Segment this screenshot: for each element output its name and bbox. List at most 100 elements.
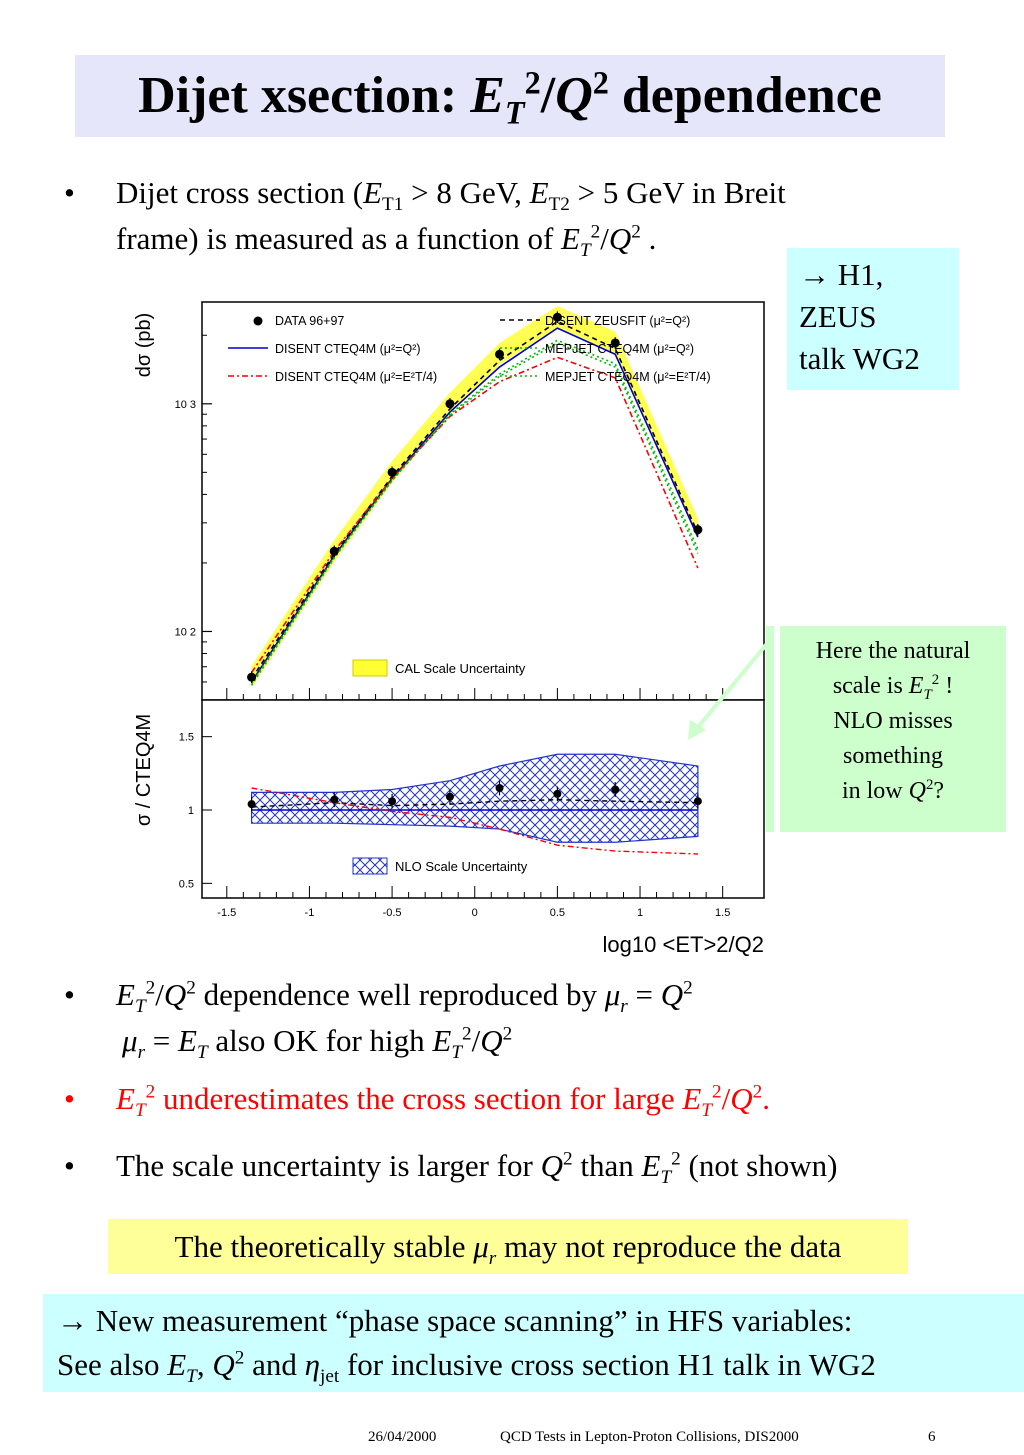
lower-ylabel: σ / CTEQ4M: [133, 714, 155, 826]
b2-text: dependence well reproduced by: [195, 977, 605, 1012]
lower-xtick-label: 0.5: [550, 907, 565, 919]
b4-b: than: [572, 1148, 642, 1183]
nlo-band-swatch: [352, 857, 388, 875]
b2-l2-q: Q: [480, 1023, 503, 1058]
legend-label: DISENT ZEUSFIT (μ²=Q²): [545, 314, 690, 328]
b2-e: E: [116, 977, 135, 1012]
bullet-1: Dijet cross section (ET1 > 8 GeV, ET2 > …: [116, 170, 786, 262]
dijet-chart: 10 3 10 2 CAL Scale Uncertainty DATA 96+97…: [133, 301, 765, 957]
b3-q: Q: [730, 1081, 753, 1116]
yb-b: may not reproduce the data: [496, 1229, 842, 1264]
cb-eta: η: [304, 1347, 320, 1382]
b2-t: T: [134, 996, 146, 1018]
b2-q3: Q: [660, 977, 684, 1012]
b1-e2: E: [529, 175, 549, 210]
lower-xtick-label: 1.5: [715, 907, 730, 919]
b1-e1: E: [363, 175, 383, 210]
b1-t3: T: [579, 240, 591, 262]
natural-line3: NLO misses: [833, 708, 953, 734]
nlo-uncertainty-band: [250, 753, 699, 843]
b2-q: Q: [163, 977, 187, 1012]
b4-a: The scale uncertainty is larger for: [116, 1148, 541, 1183]
upper-ytick-label: 10 2: [175, 626, 196, 638]
lower-xtick-label: -1.5: [217, 907, 236, 919]
callout-arrow: [688, 638, 772, 740]
b2-s2: 2: [186, 977, 196, 999]
lower-xtick-label: 0: [472, 907, 478, 919]
lower-xtick-label: -1: [305, 907, 315, 919]
cb-t: T: [186, 1366, 197, 1388]
title-q: Q: [555, 67, 593, 124]
legend-label: DISENT CTEQ4M (μ²=Q²): [275, 342, 421, 356]
b1-s3: 2: [590, 221, 601, 243]
callout-h1-line1: H1,: [830, 257, 884, 292]
b2-s3: 2: [683, 977, 693, 999]
lower-series-line-2: [251, 787, 698, 855]
footer-page-number: 6: [928, 1429, 936, 1445]
bullet-4: The scale uncertainty is larger for Q2 t…: [116, 1143, 837, 1189]
natural-s: 2: [931, 672, 940, 688]
b2-l2-e2: E: [432, 1023, 452, 1058]
stable-scale-note: The theoretically stable μr may not repr…: [108, 1219, 908, 1274]
natural-excl: !: [939, 673, 954, 699]
b1-t2: T2: [548, 194, 570, 216]
b2-l2-eq: =: [145, 1023, 179, 1058]
footer-conference: QCD Tests in Lepton-Proton Collisions, D…: [500, 1429, 799, 1445]
b2-eq: =: [627, 977, 661, 1012]
b1-s4: 2: [631, 221, 641, 243]
b2-slash: /: [155, 977, 164, 1012]
cal-band-swatch: [352, 659, 388, 677]
b3-e: E: [116, 1081, 135, 1116]
natural-q: Q: [908, 778, 926, 804]
legend-label: DATA 96+97: [275, 314, 344, 328]
lower-ytick-label: 1: [188, 805, 194, 817]
upper-series-line-3: [250, 356, 699, 674]
title-et: E: [470, 67, 505, 124]
b4-s: 2: [563, 1148, 573, 1170]
b2-l2-r: r: [137, 1042, 146, 1064]
upper-series-line-4: [250, 342, 699, 685]
upper-series-line-0: [250, 320, 699, 680]
b2-s: 2: [145, 977, 156, 999]
b3-s2: 2: [711, 1081, 722, 1103]
lower-series-line-0: [251, 799, 698, 808]
b1-slash: /: [600, 221, 609, 256]
upper-data-point: [693, 525, 703, 535]
natural-qmark: ?: [933, 778, 945, 804]
lower-data-point: [495, 784, 504, 792]
b1-a: Dijet cross section (: [116, 175, 364, 210]
title-sup: 2: [524, 64, 541, 101]
b4-s2: 2: [671, 1148, 681, 1170]
b1-c: > 5 GeV in Breit: [569, 175, 786, 210]
upper-ytick-label: 10 3: [175, 399, 196, 411]
b1-e3: E: [561, 221, 580, 256]
title-slash: /: [540, 67, 556, 124]
title-post: dependence: [608, 67, 882, 124]
b1-end: .: [640, 221, 657, 256]
b2-l2-s: 2: [462, 1023, 472, 1045]
b3-end: .: [762, 1081, 770, 1116]
b2-l2-s2: 2: [502, 1023, 513, 1045]
lower-xtick-label: -0.5: [383, 907, 402, 919]
callout-arrow-head: [688, 720, 706, 740]
legend-label: MEPJET CTEQ4M (μ²=Q²): [545, 342, 694, 356]
cb-and: and: [244, 1347, 305, 1382]
legend-marker: [253, 316, 263, 326]
lower-data-point: [553, 789, 562, 798]
bullet-1-line-1: Dijet cross section (ET1 > 8 GeV, ET2 > …: [116, 170, 786, 216]
b3-text: underestimates the cross section for lar…: [155, 1081, 683, 1116]
upper-data-point: [552, 312, 562, 322]
lower-xtick-label: 1: [637, 907, 643, 919]
arrow-icon: →: [799, 257, 830, 292]
natural-l5a: in low: [841, 778, 909, 804]
natural-e: E: [908, 673, 924, 699]
x-axis-label: log10 <ET>2/Q2: [603, 932, 764, 957]
b3-t: T: [134, 1100, 146, 1122]
upper-data-point: [247, 672, 257, 682]
yb-r: r: [488, 1248, 497, 1270]
b2-l2-t2: T: [451, 1042, 463, 1064]
b2-l2-e: E: [178, 1023, 197, 1058]
cyan-line-1: → New measurement “phase space scanning”…: [57, 1299, 1010, 1343]
slide-title: Dijet xsection: ET2/Q2 dependence: [75, 55, 945, 137]
lower-data-point: [611, 785, 620, 794]
